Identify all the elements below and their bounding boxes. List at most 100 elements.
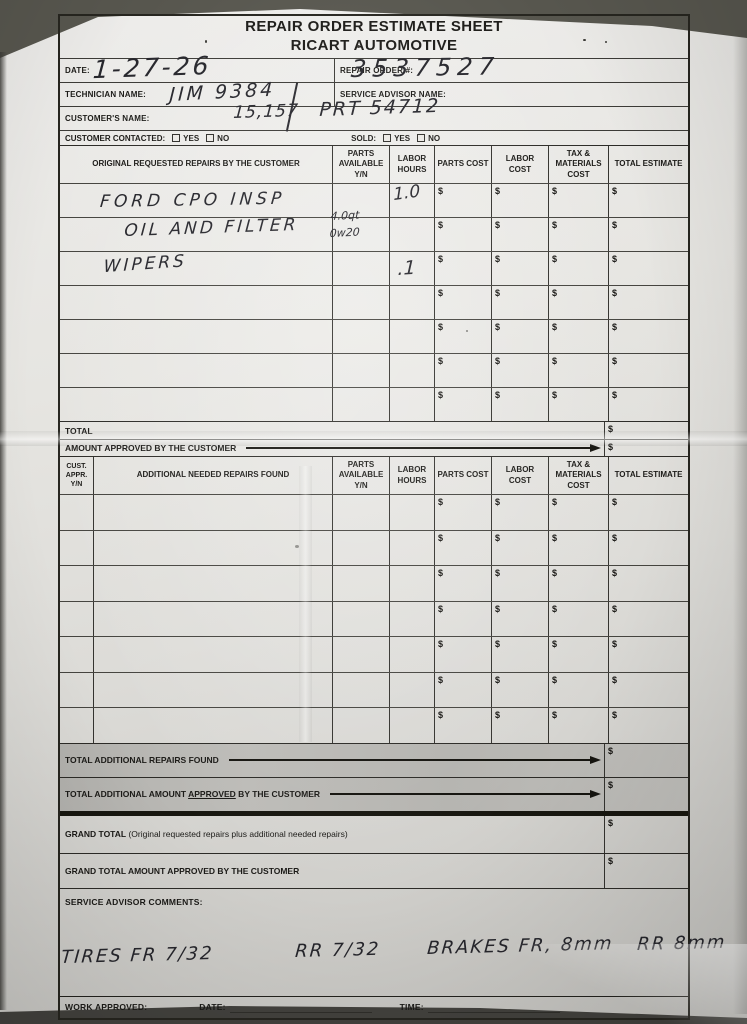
- ink-speck: [583, 39, 586, 41]
- dollar-sign: $: [438, 254, 444, 264]
- dollar-sign: $: [438, 220, 444, 230]
- dollar-sign: $: [552, 639, 558, 649]
- sold-yes-checkbox[interactable]: [383, 134, 392, 142]
- dollar-sign: $: [438, 497, 444, 507]
- dollar-sign: $: [495, 322, 501, 332]
- amount-approved-label: AMOUNT APPROVED BY THE CUSTOMER: [65, 443, 237, 453]
- table-row: $ $ $ $: [60, 529, 688, 565]
- dollar-sign: $: [552, 532, 558, 543]
- table-row: $ $ $ $: [60, 387, 688, 421]
- work-approved-row: WORK APPROVED: DATE: TIME:: [60, 995, 688, 1018]
- dollar-sign: $: [495, 356, 501, 366]
- table-row: $ $ $ $: [60, 494, 688, 530]
- service-advisor-label: SERVICE ADVISOR NAME:: [340, 90, 446, 99]
- dollar-sign: $: [552, 497, 558, 507]
- paper-right-shadow: [733, 30, 747, 1014]
- col-parts-available: PARTS AVAILABLE Y/N: [332, 457, 389, 494]
- amount-approved-cell: $: [604, 440, 688, 456]
- col-tax-materials: TAX & MATERIALS COST: [548, 457, 608, 494]
- ink-speck: [205, 40, 207, 43]
- arrow-line: [246, 444, 601, 452]
- repair-order-label: REPAIR ORDER #:: [340, 66, 414, 75]
- dollar-sign: $: [495, 710, 501, 720]
- ink-speck: [605, 41, 607, 43]
- dollar-sign: $: [608, 745, 614, 756]
- dollar-sign: $: [438, 639, 444, 649]
- dollar-sign: $: [495, 497, 501, 507]
- approval-date-line[interactable]: [229, 1002, 372, 1013]
- smudge: [466, 330, 468, 332]
- dollar-sign: $: [495, 568, 501, 578]
- grand-total-amount-cell: $: [604, 815, 688, 853]
- table-row: $ $ $ $: [60, 285, 688, 319]
- dollar-sign: $: [608, 424, 614, 434]
- total-amount-cell: $: [604, 422, 688, 439]
- sold-group: SOLD: YES NO: [351, 134, 440, 143]
- col-labor-hours: LABOR HOURS: [389, 457, 434, 494]
- col-cust-appr: CUST. APPR. Y/N: [65, 462, 88, 489]
- customer-contacted-no-checkbox[interactable]: [206, 134, 215, 142]
- arrow-line: [228, 756, 601, 764]
- dollar-sign: $: [552, 568, 558, 578]
- dollar-sign: $: [495, 639, 501, 649]
- customer-contacted-yes-checkbox[interactable]: [172, 134, 181, 142]
- col-parts-cost: PARTS COST: [434, 146, 491, 183]
- col-original-repairs: ORIGINAL REQUESTED REPAIRS BY THE CUSTOM…: [92, 159, 300, 169]
- section-divider: [60, 810, 688, 816]
- original-repairs-table-header: ORIGINAL REQUESTED REPAIRS BY THE CUSTOM…: [60, 145, 688, 183]
- dollar-sign: $: [612, 186, 618, 196]
- dollar-sign: $: [552, 288, 558, 298]
- grand-total-approved-row: GRAND TOTAL AMOUNT APPROVED BY THE CUSTO…: [60, 852, 688, 888]
- dollar-sign: $: [495, 254, 501, 264]
- dollar-sign: $: [495, 288, 501, 298]
- repair-order-field: REPAIR ORDER #:: [335, 59, 688, 82]
- col-total-estimate: TOTAL ESTIMATE: [608, 457, 688, 494]
- dollar-sign: $: [612, 639, 618, 649]
- total-additional-label: TOTAL ADDITIONAL REPAIRS FOUND: [65, 755, 219, 765]
- dollar-sign: $: [495, 532, 501, 543]
- dollar-sign: $: [495, 390, 501, 400]
- dollar-sign: $: [612, 710, 618, 720]
- customer-contacted-label: CUSTOMER CONTACTED:: [65, 133, 166, 143]
- technician-label: TECHNICIAN NAME:: [65, 90, 146, 99]
- dollar-sign: $: [612, 220, 618, 230]
- approval-date-label: DATE:: [199, 1002, 226, 1012]
- dollar-sign: $: [552, 390, 558, 400]
- repair-order-form: REPAIR ORDER ESTIMATE SHEET RICART AUTOM…: [58, 14, 690, 1020]
- sold-no-label: NO: [428, 133, 441, 143]
- table-row: $ $ $ $: [60, 217, 688, 251]
- table-row: $ $ $ $: [60, 319, 688, 353]
- table-row: $ $ $ $: [60, 636, 688, 672]
- dollar-sign: $: [612, 568, 618, 578]
- table-row: $ $ $ $: [60, 671, 688, 707]
- dollar-sign: $: [438, 674, 444, 685]
- dollar-sign: $: [612, 288, 618, 298]
- total-additional-approved-cell: $: [604, 777, 688, 811]
- dollar-sign: $: [552, 186, 558, 196]
- dollar-sign: $: [552, 603, 558, 614]
- dollar-sign: $: [438, 390, 444, 400]
- dollar-sign: $: [552, 322, 558, 332]
- table-row: $ $ $ $: [60, 707, 688, 743]
- customer-field: CUSTOMER'S NAME:: [60, 107, 688, 130]
- sold-no-checkbox[interactable]: [417, 134, 426, 142]
- col-labor-hours: LABOR HOURS: [389, 146, 434, 183]
- dollar-sign: $: [438, 603, 444, 614]
- table-row: $ $ $ $: [60, 565, 688, 601]
- grand-total-approved-label: GRAND TOTAL AMOUNT APPROVED BY THE CUSTO…: [65, 865, 300, 876]
- col-additional-repairs: ADDITIONAL NEEDED REPAIRS FOUND: [93, 457, 332, 494]
- dollar-sign: $: [552, 220, 558, 230]
- total-additional-approved-row: TOTAL ADDITIONAL AMOUNT APPROVED BY THE …: [60, 776, 688, 811]
- ink-speck: [357, 45, 360, 48]
- dollar-sign: $: [608, 779, 614, 790]
- table-row: $ $ $ $: [60, 353, 688, 387]
- dollar-sign: $: [612, 674, 618, 685]
- dollar-sign: $: [495, 186, 501, 196]
- dollar-sign: $: [608, 855, 614, 866]
- table-row: $ $ $ $: [60, 251, 688, 285]
- approval-time-line[interactable]: [427, 1002, 560, 1013]
- names-row: TECHNICIAN NAME: SERVICE ADVISOR NAME:: [60, 82, 688, 106]
- arrow-line: [330, 790, 601, 798]
- approval-time-label: TIME:: [399, 1002, 424, 1012]
